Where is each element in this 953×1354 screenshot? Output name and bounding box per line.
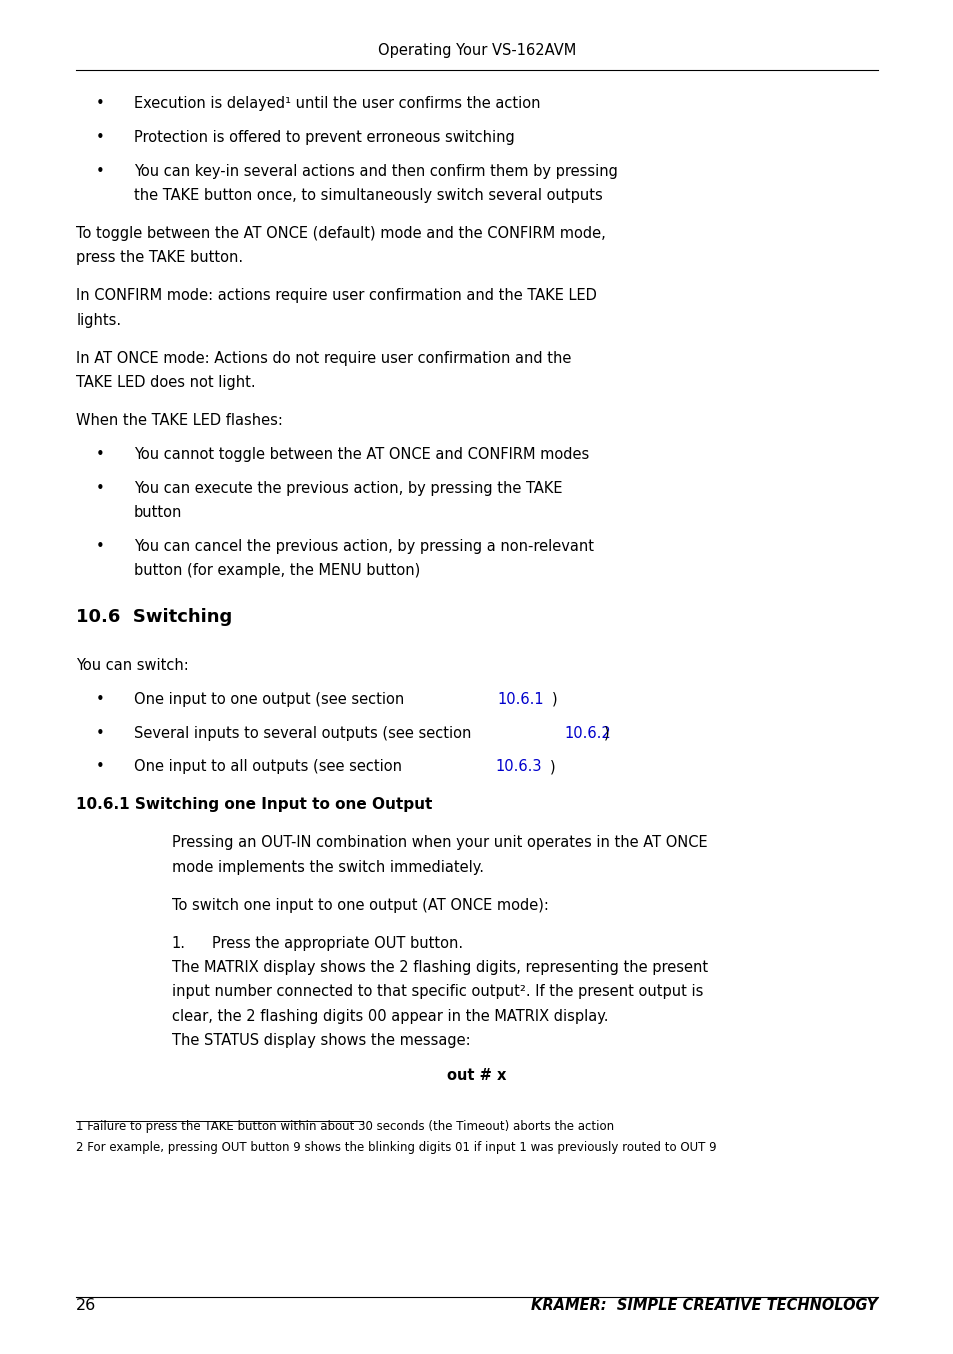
Text: Press the appropriate OUT button.: Press the appropriate OUT button. bbox=[212, 936, 462, 951]
Text: ): ) bbox=[549, 760, 555, 774]
Text: In CONFIRM mode: actions require user confirmation and the TAKE LED: In CONFIRM mode: actions require user co… bbox=[76, 288, 597, 303]
Text: the TAKE button once, to simultaneously switch several outputs: the TAKE button once, to simultaneously … bbox=[133, 188, 601, 203]
Text: Pressing an OUT-IN combination when your unit operates in the AT ONCE: Pressing an OUT-IN combination when your… bbox=[172, 835, 706, 850]
Text: ): ) bbox=[603, 726, 609, 741]
Text: The MATRIX display shows the 2 flashing digits, representing the present: The MATRIX display shows the 2 flashing … bbox=[172, 960, 707, 975]
Text: 1 Failure to press the TAKE button within about 30 seconds (the Timeout) aborts : 1 Failure to press the TAKE button withi… bbox=[76, 1120, 614, 1133]
Text: You can execute the previous action, by pressing the TAKE: You can execute the previous action, by … bbox=[133, 481, 561, 496]
Text: •: • bbox=[95, 481, 105, 496]
Text: •: • bbox=[95, 692, 105, 707]
Text: lights.: lights. bbox=[76, 313, 121, 328]
Text: 10.6.1: 10.6.1 bbox=[497, 692, 544, 707]
Text: Several inputs to several outputs (see section: Several inputs to several outputs (see s… bbox=[133, 726, 475, 741]
Text: button: button bbox=[133, 505, 182, 520]
Text: 2 For example, pressing OUT button 9 shows the blinking digits 01 if input 1 was: 2 For example, pressing OUT button 9 sho… bbox=[76, 1140, 717, 1154]
Text: One input to all outputs (see section: One input to all outputs (see section bbox=[133, 760, 406, 774]
Text: KRAMER:  SIMPLE CREATIVE TECHNOLOGY: KRAMER: SIMPLE CREATIVE TECHNOLOGY bbox=[531, 1298, 877, 1313]
Text: •: • bbox=[95, 447, 105, 462]
Text: clear, the 2 flashing digits 00 appear in the MATRIX display.: clear, the 2 flashing digits 00 appear i… bbox=[172, 1009, 608, 1024]
Text: You cannot toggle between the AT ONCE and CONFIRM modes: You cannot toggle between the AT ONCE an… bbox=[133, 447, 588, 462]
Text: To switch one input to one output (AT ONCE mode):: To switch one input to one output (AT ON… bbox=[172, 898, 548, 913]
Text: Execution is delayed¹ until the user confirms the action: Execution is delayed¹ until the user con… bbox=[133, 96, 539, 111]
Text: In AT ONCE mode: Actions do not require user confirmation and the: In AT ONCE mode: Actions do not require … bbox=[76, 351, 571, 366]
Text: mode implements the switch immediately.: mode implements the switch immediately. bbox=[172, 860, 483, 875]
Text: TAKE LED does not light.: TAKE LED does not light. bbox=[76, 375, 255, 390]
Text: 10.6.2: 10.6.2 bbox=[564, 726, 611, 741]
Text: 10.6.1 Switching one Input to one Output: 10.6.1 Switching one Input to one Output bbox=[76, 798, 433, 812]
Text: •: • bbox=[95, 164, 105, 179]
Text: Operating Your VS-162AVM: Operating Your VS-162AVM bbox=[377, 43, 576, 58]
Text: •: • bbox=[95, 96, 105, 111]
Text: 10.6.3: 10.6.3 bbox=[495, 760, 541, 774]
Text: button (for example, the MENU button): button (for example, the MENU button) bbox=[133, 563, 419, 578]
Text: When the TAKE LED flashes:: When the TAKE LED flashes: bbox=[76, 413, 283, 428]
Text: out # x: out # x bbox=[447, 1068, 506, 1083]
Text: One input to one output (see section: One input to one output (see section bbox=[133, 692, 408, 707]
Text: •: • bbox=[95, 726, 105, 741]
Text: 26: 26 bbox=[76, 1298, 96, 1313]
Text: You can cancel the previous action, by pressing a non-relevant: You can cancel the previous action, by p… bbox=[133, 539, 593, 554]
Text: The STATUS display shows the message:: The STATUS display shows the message: bbox=[172, 1033, 470, 1048]
Text: You can switch:: You can switch: bbox=[76, 658, 189, 673]
Text: Protection is offered to prevent erroneous switching: Protection is offered to prevent erroneo… bbox=[133, 130, 514, 145]
Text: press the TAKE button.: press the TAKE button. bbox=[76, 250, 243, 265]
Text: You can key-in several actions and then confirm them by pressing: You can key-in several actions and then … bbox=[133, 164, 617, 179]
Text: •: • bbox=[95, 760, 105, 774]
Text: 1.: 1. bbox=[172, 936, 186, 951]
Text: ): ) bbox=[551, 692, 557, 707]
Text: 10.6  Switching: 10.6 Switching bbox=[76, 608, 233, 626]
Text: •: • bbox=[95, 130, 105, 145]
Text: To toggle between the AT ONCE (default) mode and the CONFIRM mode,: To toggle between the AT ONCE (default) … bbox=[76, 226, 605, 241]
Text: input number connected to that specific output². If the present output is: input number connected to that specific … bbox=[172, 984, 702, 999]
Text: •: • bbox=[95, 539, 105, 554]
